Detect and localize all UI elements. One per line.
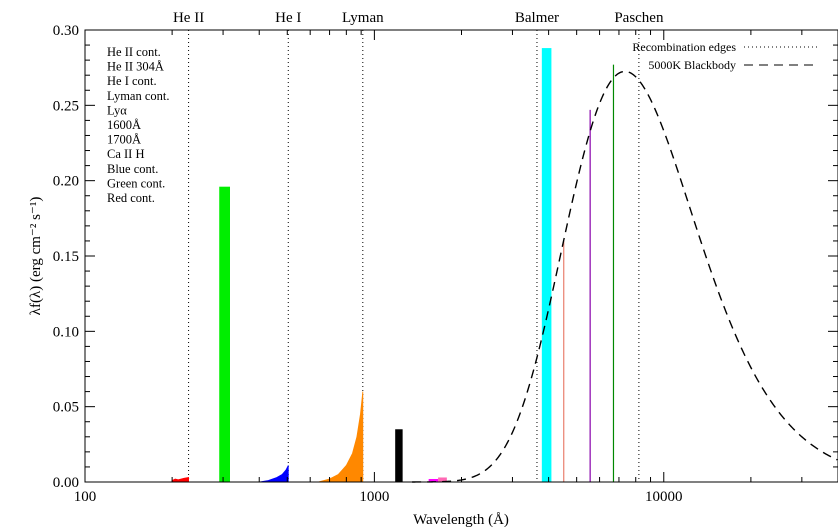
- edge-label-he-i: He I: [275, 10, 301, 26]
- x-tick-label: 10000: [645, 489, 683, 505]
- bar-ly: [395, 429, 403, 482]
- y-tick-label: 0.25: [53, 98, 79, 114]
- legend-entry-he-ii-cont: He II cont.: [107, 45, 161, 59]
- bar-blue-cont: [563, 240, 565, 482]
- edge-label-balmer: Balmer: [515, 10, 559, 26]
- y-tick-label: 0.05: [53, 400, 79, 416]
- spectral-bars: [171, 48, 615, 483]
- x-axis-label: Wavelength (Å): [413, 512, 509, 528]
- continuum-he-i-cont: [259, 465, 289, 483]
- continuum-he-ii-cont: [171, 477, 189, 483]
- legend-entry-1600: 1600Å: [107, 118, 141, 132]
- edge-label-he-ii: He II: [173, 10, 204, 26]
- legend-entry-he-i-cont: He I cont.: [107, 74, 157, 88]
- y-tick-label: 0.00: [53, 475, 79, 491]
- bar-1600: [428, 478, 439, 482]
- bar-red-cont: [612, 64, 615, 483]
- legend-entry-1700: 1700Å: [107, 133, 141, 147]
- legend-entry-lyman-cont: Lyman cont.: [107, 89, 170, 103]
- legend-blackbody-label: 5000K Blackbody: [648, 58, 736, 72]
- legend-entry-he-ii-304: He II 304Å: [107, 60, 164, 74]
- blackbody-curve: [412, 70, 838, 483]
- line-legend: Recombination edges 5000K Blackbody: [632, 40, 818, 72]
- legend-edges-label: Recombination edges: [632, 40, 736, 54]
- bar-1700: [438, 477, 447, 482]
- legend-entry-ca-ii-h: Ca II H: [107, 147, 145, 161]
- bar-ca-ii-h: [541, 48, 552, 482]
- bar-he-ii-304: [219, 186, 230, 482]
- edge-label-lyman: Lyman: [342, 10, 384, 26]
- y-tick-label: 0.20: [53, 174, 79, 190]
- legend-entry-red-cont: Red cont.: [107, 191, 155, 205]
- plot-frame: [84, 29, 838, 483]
- y-tick-label: 0.30: [53, 23, 79, 39]
- continuum-lyman-cont: [318, 391, 364, 483]
- recombination-edges: [188, 30, 640, 482]
- legend-entry-green-cont: Green cont.: [107, 176, 165, 190]
- edge-label-paschen: Paschen: [614, 10, 664, 26]
- legend-entry-ly: Lyα: [107, 103, 127, 117]
- y-tick-label: 0.15: [53, 249, 79, 265]
- y-axis-label: λf(λ) (erg cm⁻² s⁻¹): [28, 197, 44, 316]
- x-tick-label: 1000: [359, 489, 389, 505]
- y-tick-label: 0.10: [53, 324, 79, 340]
- y-axis-ticks: 0.00 0.05 0.10 0.15 0.20 0.25 0.30: [53, 23, 838, 491]
- edge-labels: He II He I Lyman Balmer Paschen: [173, 10, 664, 26]
- legend-entry-blue-cont: Blue cont.: [107, 162, 158, 176]
- x-axis-ticks: 100 1000 10000: [74, 30, 838, 505]
- bar-green-cont: [589, 109, 591, 482]
- x-tick-label: 100: [74, 489, 97, 505]
